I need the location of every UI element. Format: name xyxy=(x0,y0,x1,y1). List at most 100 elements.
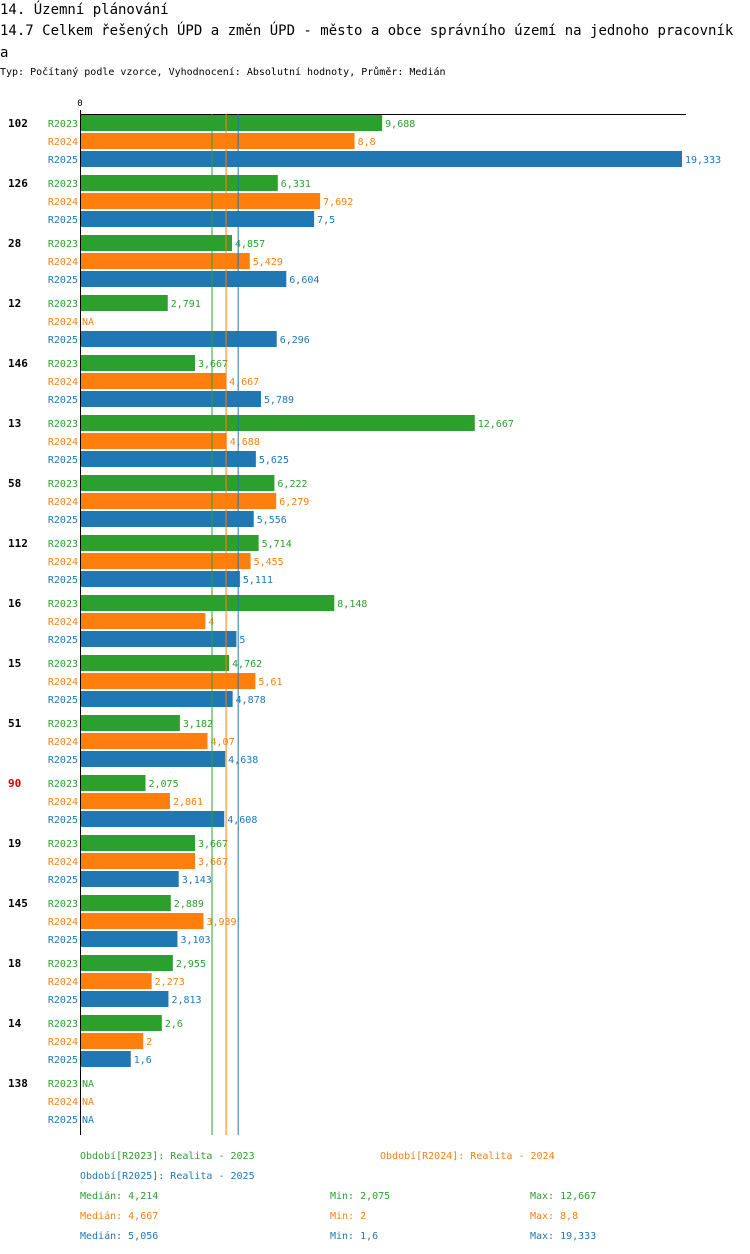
series-label-r2024-126: R2024 xyxy=(48,197,78,208)
bar-r2023-13 xyxy=(81,415,475,431)
series-label-r2023-145: R2023 xyxy=(48,899,78,910)
data-label-r2025-15: 4,878 xyxy=(236,695,266,706)
series-label-r2023-19: R2023 xyxy=(48,839,78,850)
category-label-14: 14 xyxy=(8,1017,22,1030)
bar-r2025-90 xyxy=(81,811,225,827)
bar-r2023-58 xyxy=(81,475,275,491)
bar-r2025-126 xyxy=(81,211,315,227)
bar-r2025-13 xyxy=(81,451,256,467)
bar-r2023-28 xyxy=(81,235,232,251)
bar-r2023-112 xyxy=(81,535,259,551)
bar-r2025-12 xyxy=(81,331,277,347)
bar-r2025-18 xyxy=(81,991,169,1007)
bar-r2023-12 xyxy=(81,295,168,311)
chart-title: 14.7 Celkem řešených ÚPD a změn ÚPD - mě… xyxy=(0,23,734,61)
series-label-r2023-138: R2023 xyxy=(48,1079,78,1090)
data-label-r2025-58: 5,556 xyxy=(257,515,287,526)
data-label-r2025-138: NA xyxy=(82,1115,94,1126)
bar-r2023-146 xyxy=(81,355,195,371)
data-label-r2023-14: 2,6 xyxy=(165,1019,183,1030)
series-label-r2023-112: R2023 xyxy=(48,539,78,550)
data-label-r2024-58: 6,279 xyxy=(279,497,309,508)
category-label-16: 16 xyxy=(8,597,22,610)
data-label-r2024-14: 2 xyxy=(146,1037,152,1048)
bar-r2024-19 xyxy=(81,853,195,869)
data-label-r2023-112: 5,714 xyxy=(262,539,292,550)
category-label-90: 90 xyxy=(8,777,21,790)
bar-r2025-28 xyxy=(81,271,287,287)
series-label-r2024-28: R2024 xyxy=(48,257,78,268)
series-label-r2025-145: R2025 xyxy=(48,935,78,946)
data-label-r2025-146: 5,789 xyxy=(264,395,294,406)
data-label-r2023-51: 3,182 xyxy=(183,719,213,730)
data-label-r2024-15: 5,61 xyxy=(258,677,282,688)
series-label-r2024-146: R2024 xyxy=(48,377,78,388)
bar-r2025-15 xyxy=(81,691,233,707)
data-label-r2023-28: 4,857 xyxy=(235,239,265,250)
data-label-r2024-90: 2,861 xyxy=(173,797,203,808)
min-r2025: Min: 1,6 xyxy=(330,1231,379,1242)
category-label-58: 58 xyxy=(8,477,21,490)
series-label-r2023-18: R2023 xyxy=(48,959,78,970)
series-label-r2024-138: R2024 xyxy=(48,1097,78,1108)
legend-r2023: Období[R2023]: Realita - 2023 xyxy=(80,1151,255,1162)
section-title: 14. Územní plánování xyxy=(0,2,169,18)
chart-subtitle: Typ: Počítaný podle vzorce, Vyhodnocení:… xyxy=(0,67,446,78)
series-label-r2023-51: R2023 xyxy=(48,719,78,730)
series-label-r2024-19: R2024 xyxy=(48,857,78,868)
series-label-r2023-16: R2023 xyxy=(48,599,78,610)
bar-r2025-16 xyxy=(81,631,237,647)
series-label-r2025-28: R2025 xyxy=(48,275,78,286)
min-r2023: Min: 2,075 xyxy=(330,1191,391,1202)
category-label-13: 13 xyxy=(8,417,21,430)
series-label-r2023-102: R2023 xyxy=(48,119,78,130)
data-label-r2024-16: 4 xyxy=(208,617,214,628)
median-r2023: Medián: 4,214 xyxy=(80,1191,159,1202)
bar-r2025-14 xyxy=(81,1051,131,1067)
data-label-r2025-90: 4,608 xyxy=(227,815,257,826)
data-label-r2023-102: 9,688 xyxy=(385,119,415,130)
bar-r2024-90 xyxy=(81,793,170,809)
data-label-r2023-145: 2,889 xyxy=(174,899,204,910)
max-r2025: Max: 19,333 xyxy=(530,1231,597,1242)
data-label-r2024-102: 8,8 xyxy=(358,137,376,148)
bar-r2025-51 xyxy=(81,751,226,767)
series-label-r2023-28: R2023 xyxy=(48,239,78,250)
data-label-r2025-16: 5 xyxy=(239,635,245,646)
data-label-r2023-138: NA xyxy=(82,1079,94,1090)
series-label-r2024-16: R2024 xyxy=(48,617,78,628)
bar-r2024-145 xyxy=(81,913,204,929)
data-label-r2025-12: 6,296 xyxy=(280,335,310,346)
series-label-r2023-13: R2023 xyxy=(48,419,78,430)
legend-r2024: Období[R2024]: Realita - 2024 xyxy=(380,1151,555,1162)
series-label-r2024-12: R2024 xyxy=(48,317,78,328)
data-label-r2025-102: 19,333 xyxy=(685,155,721,166)
data-label-r2025-51: 4,638 xyxy=(228,755,258,766)
bar-r2024-14 xyxy=(81,1033,144,1049)
bar-r2023-16 xyxy=(81,595,335,611)
data-label-r2024-138: NA xyxy=(82,1097,94,1108)
series-label-r2024-13: R2024 xyxy=(48,437,78,448)
data-label-r2023-13: 12,667 xyxy=(478,419,514,430)
category-label-138: 138 xyxy=(8,1077,28,1090)
bar-r2025-145 xyxy=(81,931,178,947)
series-label-r2024-58: R2024 xyxy=(48,497,78,508)
data-label-r2025-28: 6,604 xyxy=(289,275,319,286)
bar-r2024-126 xyxy=(81,193,321,209)
data-label-r2023-126: 6,331 xyxy=(281,179,311,190)
series-label-r2023-146: R2023 xyxy=(48,359,78,370)
series-label-r2025-51: R2025 xyxy=(48,755,78,766)
series-label-r2024-112: R2024 xyxy=(48,557,78,568)
data-label-r2024-18: 2,273 xyxy=(155,977,185,988)
bar-r2024-146 xyxy=(81,373,227,389)
legend-r2025: Období[R2025]: Realita - 2025 xyxy=(80,1171,255,1182)
series-label-r2024-14: R2024 xyxy=(48,1037,78,1048)
series-label-r2023-15: R2023 xyxy=(48,659,78,670)
series-label-r2023-12: R2023 xyxy=(48,299,78,310)
bar-r2024-28 xyxy=(81,253,250,269)
category-label-18: 18 xyxy=(8,957,21,970)
data-label-r2023-15: 4,762 xyxy=(232,659,262,670)
series-label-r2024-102: R2024 xyxy=(48,137,78,148)
data-label-r2025-112: 5,111 xyxy=(243,575,273,586)
category-label-145: 145 xyxy=(8,897,28,910)
